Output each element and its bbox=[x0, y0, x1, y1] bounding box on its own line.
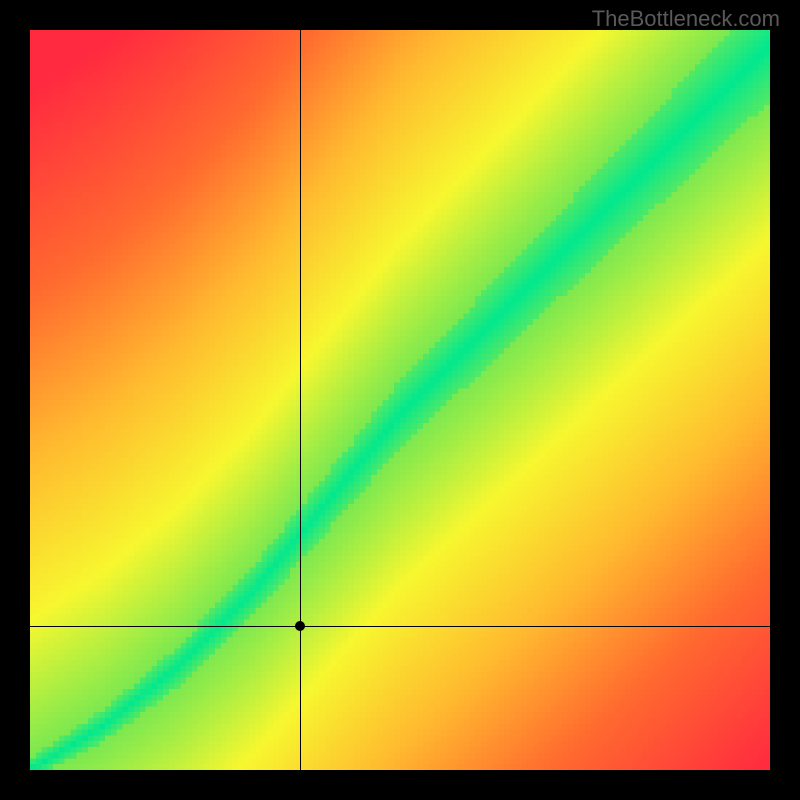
crosshair-marker-dot bbox=[295, 621, 305, 631]
crosshair-vertical-line bbox=[300, 30, 301, 770]
heatmap-canvas bbox=[30, 30, 770, 770]
heatmap-plot-area bbox=[30, 30, 770, 770]
watermark-text: TheBottleneck.com bbox=[592, 6, 780, 32]
crosshair-horizontal-line bbox=[30, 626, 770, 627]
